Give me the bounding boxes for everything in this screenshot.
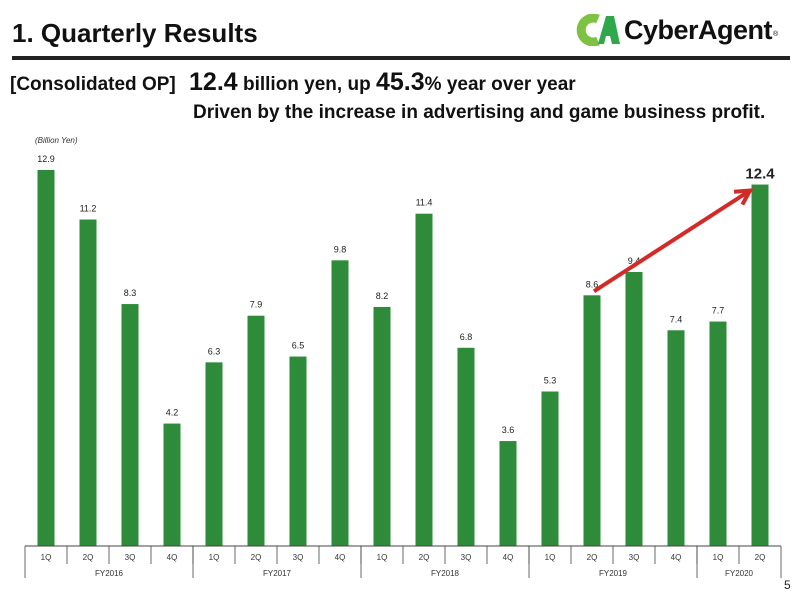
x-tick-label: 4Q — [335, 553, 346, 562]
data-label: 6.8 — [460, 332, 473, 342]
bar — [289, 356, 307, 546]
x-group-label: FY2018 — [431, 569, 460, 578]
ca-logo-icon — [576, 14, 620, 46]
data-label: 11.2 — [80, 204, 97, 214]
data-label: 5.3 — [544, 376, 557, 386]
bar — [625, 271, 643, 546]
x-tick-label: 1Q — [209, 553, 220, 562]
x-tick-label: 3Q — [461, 553, 472, 562]
title-divider — [12, 56, 790, 60]
logo-text: CyberAgent — [624, 14, 773, 45]
page-number: 5 — [784, 578, 791, 592]
x-group-label: FY2016 — [95, 569, 124, 578]
bar — [457, 347, 475, 546]
x-tick-label: 2Q — [419, 553, 430, 562]
data-label: 9.8 — [334, 244, 347, 254]
data-label: 7.7 — [712, 306, 725, 316]
x-tick-label: 2Q — [755, 553, 766, 562]
arrow-head-icon — [733, 188, 754, 206]
headline-text1: billion yen, up — [237, 74, 376, 95]
bar — [541, 391, 559, 546]
page-title: 1. Quarterly Results — [12, 18, 258, 48]
data-label: 12.4 — [745, 166, 775, 183]
headline: [Consolidated OP] 12.4 billion yen, up 4… — [10, 68, 576, 97]
x-tick-label: 4Q — [503, 553, 514, 562]
x-tick-label: 4Q — [167, 553, 178, 562]
x-group-label: FY2019 — [599, 569, 628, 578]
data-label: 8.6 — [586, 279, 599, 289]
bar — [667, 330, 685, 546]
data-label: 8.2 — [376, 291, 389, 301]
x-tick-label: 1Q — [41, 553, 52, 562]
x-tick-label: 3Q — [293, 553, 304, 562]
headline-text2: % year over year — [424, 74, 576, 95]
x-tick-label: 2Q — [587, 553, 598, 562]
x-tick-label: 1Q — [713, 553, 724, 562]
data-label: 4.2 — [166, 408, 179, 418]
x-group-label: FY2020 — [725, 569, 754, 578]
data-label: 11.4 — [416, 198, 433, 208]
bar — [709, 321, 727, 546]
bar — [331, 260, 349, 546]
x-group-label: FY2017 — [263, 569, 292, 578]
x-tick-label: 1Q — [377, 553, 388, 562]
headline-subline: Driven by the increase in advertising an… — [193, 102, 766, 123]
y-axis-unit: (Billion Yen) — [35, 136, 78, 145]
headline-label: [Consolidated OP] — [10, 74, 176, 95]
bar — [205, 362, 223, 546]
bar — [121, 304, 139, 546]
bar — [415, 213, 433, 546]
bar — [79, 219, 97, 546]
trend-arrow — [592, 188, 752, 293]
data-label: 12.9 — [37, 154, 55, 164]
x-tick-label: 2Q — [251, 553, 262, 562]
data-label: 9.4 — [628, 256, 641, 266]
x-tick-label: 2Q — [83, 553, 94, 562]
x-tick-label: 3Q — [629, 553, 640, 562]
data-label: 8.3 — [124, 288, 137, 298]
data-label: 7.9 — [250, 300, 263, 310]
bar — [247, 315, 265, 546]
cyberagent-logo: CyberAgent ® — [576, 14, 778, 46]
bar — [499, 441, 517, 546]
bar — [751, 184, 769, 547]
x-tick-label: 3Q — [125, 553, 136, 562]
data-label: 3.6 — [502, 425, 515, 435]
data-label: 7.4 — [670, 314, 683, 324]
bar — [373, 306, 391, 546]
x-tick-label: 1Q — [545, 553, 556, 562]
headline-growth: 45.3 — [375, 68, 425, 96]
bar — [583, 295, 601, 546]
x-tick-label: 4Q — [671, 553, 682, 562]
headline-value: 12.4 — [189, 68, 238, 96]
bar — [37, 169, 55, 546]
bar — [163, 423, 181, 546]
data-label: 6.5 — [292, 341, 305, 351]
data-label: 6.3 — [208, 346, 221, 356]
